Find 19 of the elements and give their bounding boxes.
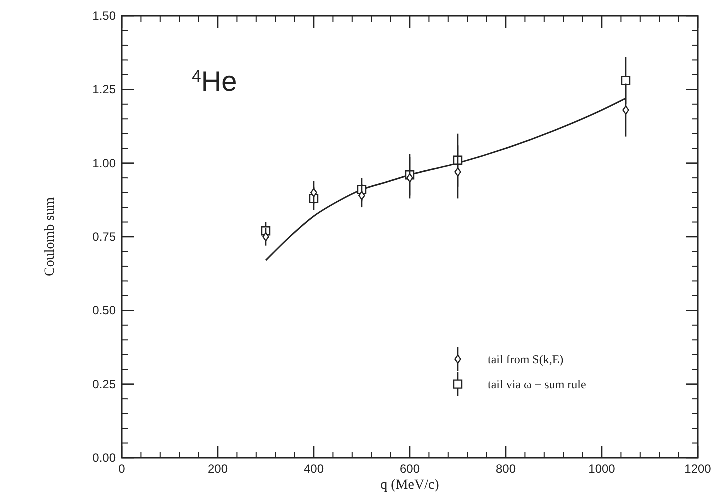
annotation: $^{4}$He xyxy=(192,66,238,97)
y-axis-title: Coulomb sum xyxy=(43,197,58,276)
y-tick-label: 0.50 xyxy=(92,304,116,318)
x-tick-label: 1200 xyxy=(684,462,712,476)
legend-label: tail via ω − sum rule xyxy=(488,377,586,392)
y-tick-label: 0.25 xyxy=(92,377,116,392)
x-tick-label: 200 xyxy=(208,462,228,476)
x-tick-label: 1000 xyxy=(588,462,616,476)
y-tick-label: 1.00 xyxy=(92,156,116,170)
y-tick-label: 1.25 xyxy=(92,82,116,97)
y-tick-label: 0.00 xyxy=(92,451,116,465)
x-tick-label: 400 xyxy=(304,462,324,476)
x-tick-label: 0 xyxy=(118,462,126,476)
x-tick-label: 800 xyxy=(496,462,516,476)
legend-label: tail from S(k,E) xyxy=(488,352,564,366)
x-axis-title: q (MeV/c) xyxy=(380,478,440,493)
y-tick-label: 1.50 xyxy=(92,9,116,23)
y-tick-label: 0.75 xyxy=(92,230,116,244)
x-tick-label: 600 xyxy=(400,462,420,476)
